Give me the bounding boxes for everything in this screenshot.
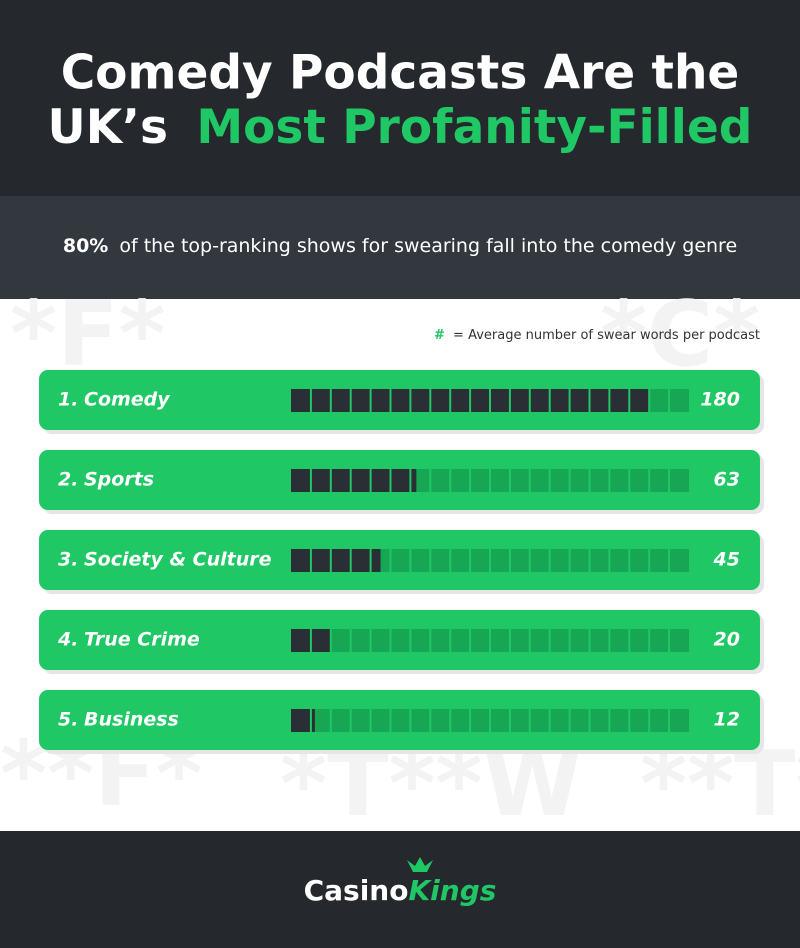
legend-text: = Average number of swear words per podc… (453, 328, 760, 343)
crown-icon (407, 857, 433, 872)
category-label: Business (84, 709, 179, 731)
subtitle-bold: 80% (63, 235, 108, 257)
legend: # = Average number of swear words per po… (434, 328, 760, 343)
bg-letter: *C* (600, 282, 760, 387)
title-start: UK’s (48, 100, 168, 155)
value-label: 20 (714, 629, 740, 651)
category-label: Society & Culture (84, 549, 272, 571)
subtitle-rest: of the top-ranking shows for swearing fa… (119, 235, 737, 257)
rank: 2. (58, 469, 78, 491)
value-label: 180 (700, 389, 740, 411)
rank: 5. (58, 709, 78, 731)
legend-symbol: # (434, 328, 445, 343)
subtitle-band (0, 196, 800, 299)
brand-start: Casino (304, 874, 409, 907)
title-line2: UK’s Most Profanity-Filled (48, 100, 753, 155)
subtitle: 80% of the top-ranking shows for swearin… (63, 235, 737, 257)
value-label: 63 (714, 469, 740, 491)
bar (291, 709, 315, 732)
category-label: Sports (84, 469, 154, 491)
category-label: True Crime (84, 629, 200, 651)
bar (291, 549, 381, 572)
rank: 3. (58, 549, 78, 571)
rank: 4. (57, 629, 78, 651)
title-line1: Comedy Podcasts Are the (61, 46, 740, 101)
rank: 1. (58, 389, 78, 411)
category-label: Comedy (84, 389, 171, 411)
brand-end: Kings (408, 874, 496, 907)
footer (0, 831, 800, 948)
value-label: 45 (713, 549, 740, 571)
bg-letter: *F* (10, 282, 166, 387)
title-highlight: Most Profanity-Filled (196, 100, 752, 155)
value-label: 12 (714, 709, 740, 731)
header (0, 0, 800, 196)
bar (291, 469, 417, 492)
brand: CasinoKings (304, 874, 497, 907)
